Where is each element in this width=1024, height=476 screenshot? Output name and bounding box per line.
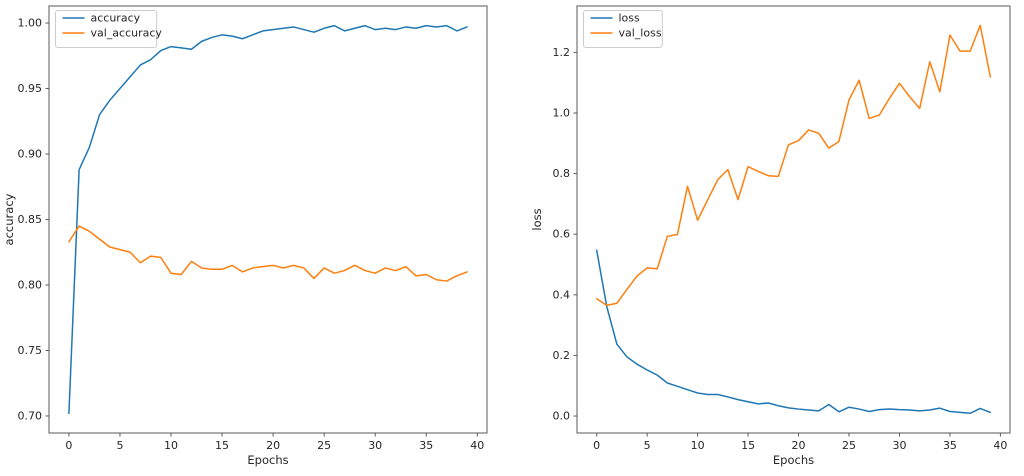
x-axis: 0 5 10 15 20 25 30 35 40 — [65, 433, 484, 452]
y-tick-label: 0.95 — [18, 82, 43, 95]
legend-item-val-accuracy: val_accuracy — [62, 27, 163, 40]
accuracy-line — [68, 24, 468, 415]
y-axis-label: accuracy — [2, 193, 16, 245]
axes-frame — [576, 5, 1011, 434]
x-tick-label: 10 — [164, 439, 178, 452]
val-accuracy-line — [68, 225, 468, 282]
y-tick-label: 0.0 — [553, 410, 571, 423]
legend-frame — [583, 10, 663, 48]
x-tick-label: 15 — [741, 439, 755, 452]
y-tick-label: 0.4 — [553, 288, 571, 301]
legend-item-label: loss — [619, 12, 641, 25]
x-tick-label: 10 — [691, 439, 705, 452]
y-axis: 0.70 0.75 0.80 0.85 0.90 0.95 1.00 — [18, 17, 49, 422]
x-axis-label: Epochs — [773, 453, 814, 467]
y-tick-label: 0.70 — [18, 409, 43, 422]
x-tick-label: 5 — [644, 439, 651, 452]
y-tick-label: 0.90 — [18, 148, 43, 161]
loss-chart: 0 5 10 15 20 25 30 35 40 0.0 0.2 0.4 0.6 0.8 1.0 1.2 Epo… — [512, 0, 1024, 471]
x-tick-label: 25 — [317, 439, 331, 452]
y-tick-label: 1.00 — [18, 17, 43, 30]
x-tick-label: 35 — [419, 439, 433, 452]
legend-item-label: val_accuracy — [91, 27, 163, 40]
y-tick-label: 0.80 — [18, 278, 43, 291]
y-tick-label: 0.75 — [18, 344, 43, 357]
x-tick-label: 25 — [842, 439, 856, 452]
x-tick-label: 20 — [792, 439, 806, 452]
accuracy-chart-svg: 0 5 10 15 20 25 30 35 40 0.70 0.75 0.80 0.85 0.90 0.95… — [2, 5, 488, 467]
y-axis-label: loss — [530, 208, 544, 230]
legend-frame — [55, 10, 158, 48]
x-tick-label: 30 — [892, 439, 906, 452]
y-tick-label: 1.0 — [553, 106, 571, 119]
y-tick-label: 0.8 — [553, 167, 571, 180]
x-tick-label: 5 — [116, 439, 123, 452]
y-tick-label: 0.2 — [553, 349, 571, 362]
x-tick-label: 20 — [266, 439, 280, 452]
x-axis-label: Epochs — [247, 453, 288, 467]
val-loss-line — [595, 24, 992, 307]
x-tick-label: 0 — [593, 439, 600, 452]
loss-chart-svg: 0 5 10 15 20 25 30 35 40 0.0 0.2 0.4 0.6 0.8 1.0 1.2 Epo… — [530, 5, 1011, 467]
x-tick-label: 35 — [943, 439, 957, 452]
y-tick-label: 0.85 — [18, 213, 43, 226]
y-axis: 0.0 0.2 0.4 0.6 0.8 1.0 1.2 — [553, 46, 577, 423]
x-axis: 0 5 10 15 20 25 30 35 40 — [593, 433, 1007, 452]
y-tick-label: 1.2 — [553, 46, 571, 59]
x-tick-label: 40 — [993, 439, 1007, 452]
legend-item-accuracy: accuracy — [62, 12, 141, 25]
legend-item-loss: loss — [590, 12, 641, 25]
legend: loss val_loss — [583, 10, 663, 48]
loss-line — [595, 249, 992, 415]
x-tick-label: 30 — [368, 439, 382, 452]
legend-item-label: val_loss — [619, 27, 662, 40]
legend: accuracy val_accuracy — [55, 10, 163, 48]
x-tick-label: 40 — [470, 439, 484, 452]
x-tick-label: 0 — [65, 439, 72, 452]
x-tick-label: 15 — [215, 439, 229, 452]
y-tick-label: 0.6 — [553, 228, 571, 241]
legend-item-val-loss: val_loss — [590, 27, 662, 40]
legend-item-label: accuracy — [91, 12, 141, 25]
accuracy-chart: 0 5 10 15 20 25 30 35 40 0.70 0.75 0.80 0.85 0.90 0.95… — [0, 0, 512, 471]
axes-frame — [48, 5, 488, 434]
